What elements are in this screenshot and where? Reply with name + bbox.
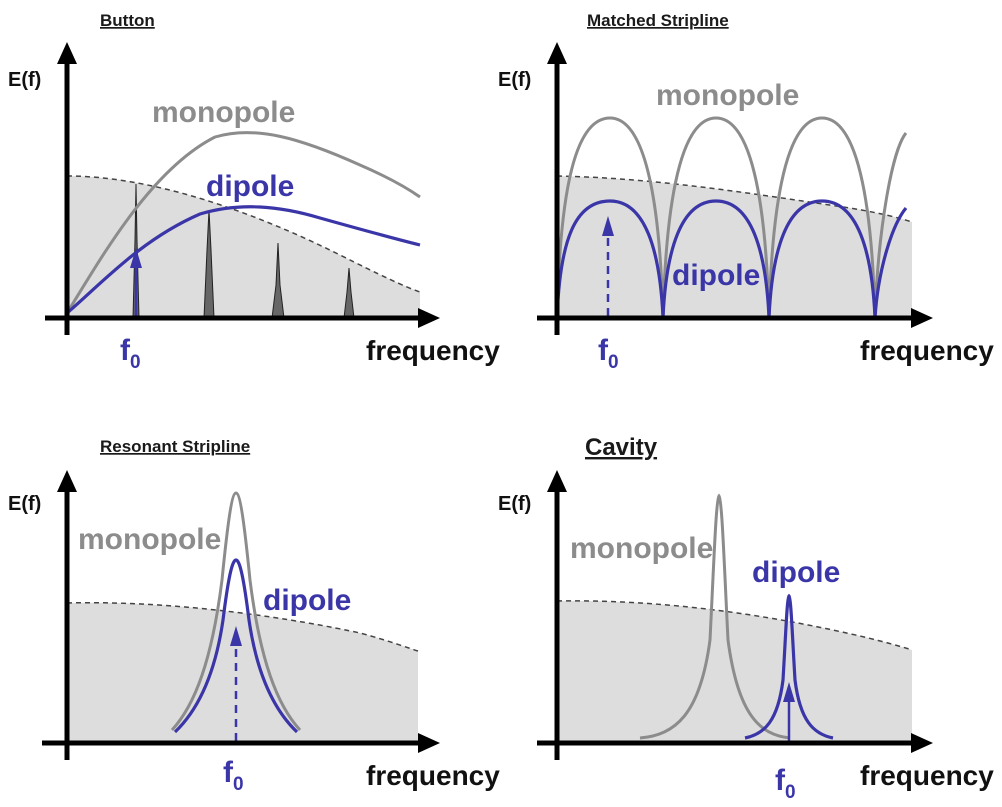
dipole-label: dipole xyxy=(752,556,840,589)
dipole-label: dipole xyxy=(672,259,760,292)
panel-cavity: Cavity E(f) frequency monopole dipole f0 xyxy=(498,434,994,803)
x-axis-arrowhead xyxy=(911,733,933,753)
monopole-curve xyxy=(555,116,908,319)
f0-label: f0 xyxy=(775,764,796,803)
y-axis-arrowhead xyxy=(547,42,567,64)
dipole-curve xyxy=(65,205,421,315)
x-axis-arrowhead xyxy=(418,308,440,328)
y-axis-label: E(f) xyxy=(498,69,531,91)
x-axis-arrowhead xyxy=(911,308,933,328)
panel-title: Cavity xyxy=(585,434,658,461)
beam-spectrum-envelope xyxy=(556,175,913,223)
monopole-curve xyxy=(65,131,421,314)
y-axis-label: E(f) xyxy=(498,493,531,515)
f0-marker-arrowhead xyxy=(130,248,142,268)
y-axis-arrowhead xyxy=(547,470,567,492)
beam-spectrum-envelope xyxy=(66,601,419,652)
panel-title: Resonant Stripline xyxy=(100,437,250,456)
monopole-label: monopole xyxy=(152,96,295,129)
y-axis-arrowhead xyxy=(57,42,77,64)
monopole-curve xyxy=(639,493,791,740)
dipole-curve xyxy=(173,558,299,734)
beam-spectrum-envelope xyxy=(66,175,421,293)
x-axis-label: frequency xyxy=(860,760,994,791)
f0-label: f0 xyxy=(598,334,619,373)
panel-resonant-stripline: Resonant Stripline E(f) frequency monopo… xyxy=(8,437,500,795)
dipole-label: dipole xyxy=(263,584,351,617)
dipole-curve xyxy=(744,593,834,740)
monopole-curve xyxy=(170,491,302,732)
monopole-label: monopole xyxy=(656,79,799,112)
beam-spectrum-area xyxy=(67,176,420,318)
f0-marker-arrowhead xyxy=(602,216,614,236)
monopole-label: monopole xyxy=(78,523,221,556)
panel-title: Button xyxy=(100,11,155,30)
beam-spectrum-envelope xyxy=(556,600,913,651)
beam-spectrum-area xyxy=(67,602,418,743)
f0-label: f0 xyxy=(120,334,141,373)
monopole-label: monopole xyxy=(570,532,713,565)
y-axis-label: E(f) xyxy=(8,493,41,515)
dipole-curve xyxy=(555,199,908,319)
panel-matched-stripline: Matched Stripline E(f) frequency monopol… xyxy=(498,11,994,373)
x-axis-label: frequency xyxy=(860,335,994,366)
x-axis-label: frequency xyxy=(366,760,500,791)
dipole-label: dipole xyxy=(206,170,294,203)
panel-button: Button E(f) frequency monopole dipole f0 xyxy=(8,11,500,373)
f0-label: f0 xyxy=(223,756,244,795)
x-axis-label: frequency xyxy=(366,335,500,366)
f0-marker-arrowhead xyxy=(783,682,795,702)
y-axis-arrowhead xyxy=(57,470,77,492)
x-axis-arrowhead xyxy=(418,733,440,753)
f0-marker-arrowhead xyxy=(230,626,242,646)
beam-spectrum-area xyxy=(557,176,912,318)
panel-title: Matched Stripline xyxy=(587,11,729,30)
y-axis-label: E(f) xyxy=(8,69,41,91)
